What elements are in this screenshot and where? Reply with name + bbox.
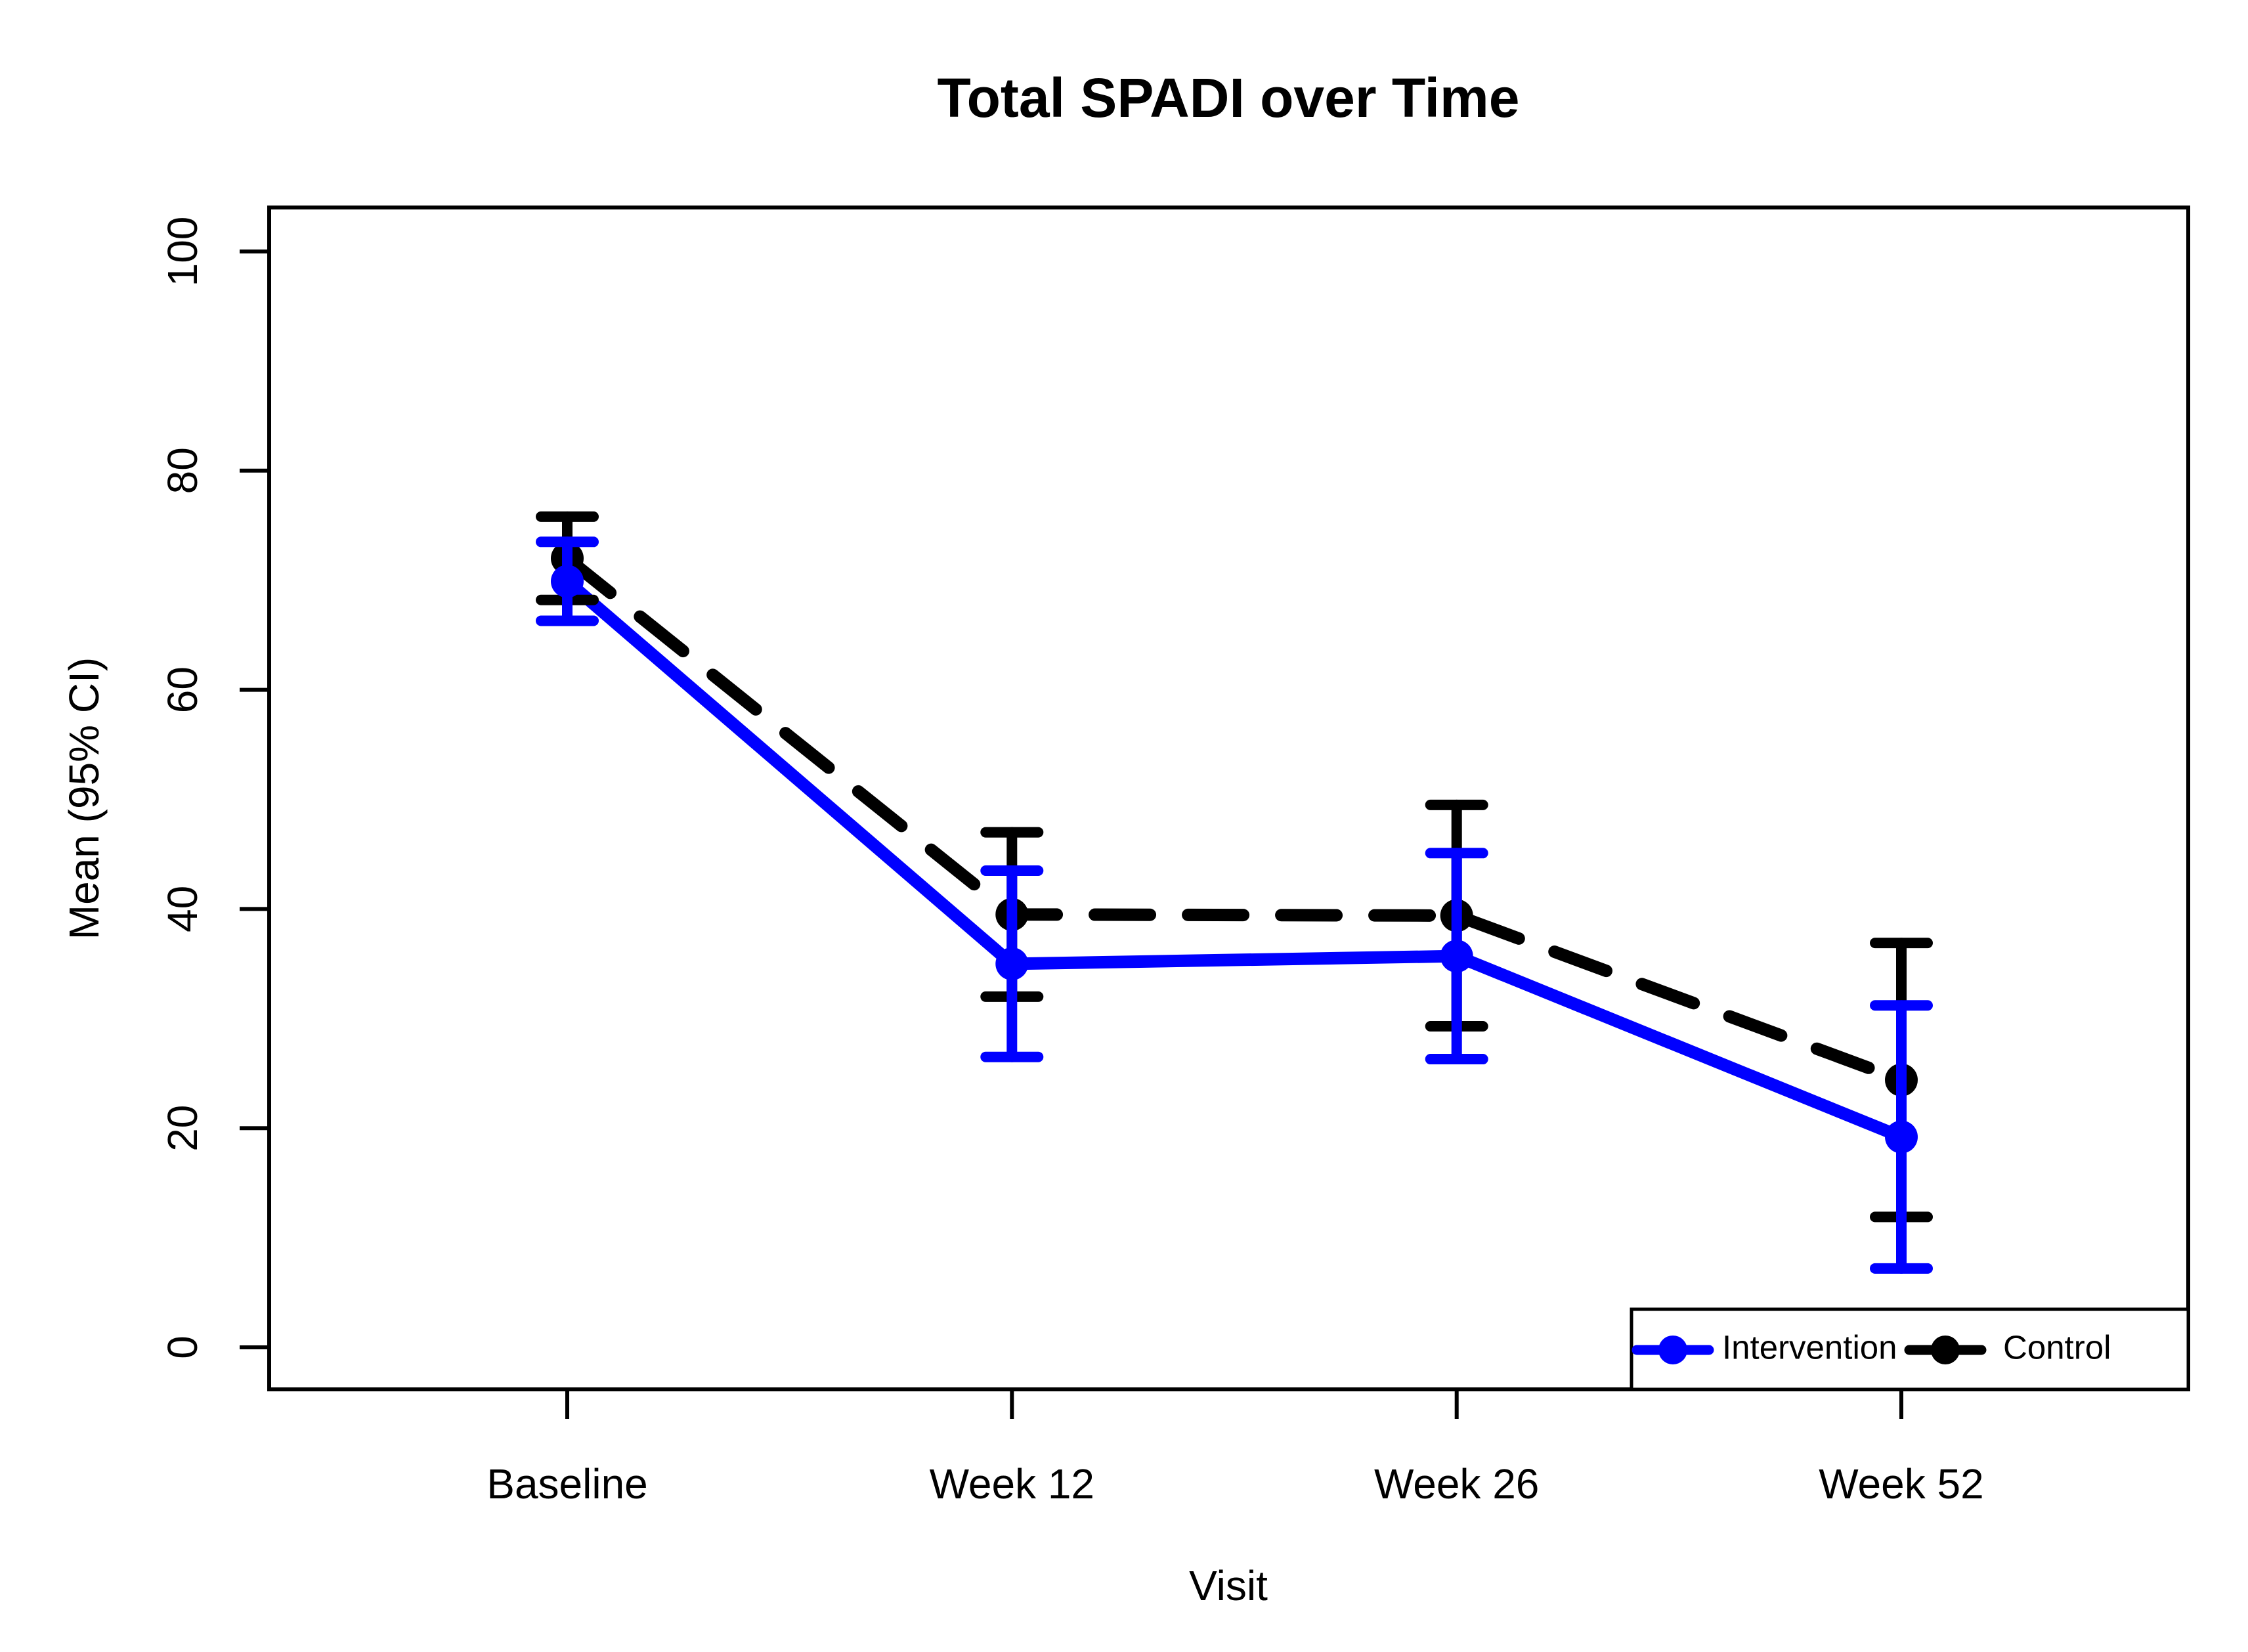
y-axis-tick-label: 60 — [159, 666, 206, 713]
series-intervention-line — [561, 575, 1908, 1144]
legend-label-control: Control — [2003, 1329, 2111, 1366]
x-axis-tick-label: Week 12 — [930, 1460, 1094, 1508]
legend-control-marker — [1931, 1336, 1960, 1364]
y-axis-title: Mean (95% CI) — [60, 657, 108, 940]
intervention-data-point — [1440, 940, 1473, 973]
intervention-data-point — [551, 565, 584, 598]
intervention-data-point — [995, 947, 1029, 980]
y-axis-tick-label: 20 — [159, 1105, 206, 1152]
plot-box — [267, 206, 2190, 1391]
x-axis-tick-label: Week 52 — [1819, 1460, 1983, 1508]
y-axis-tick-label: 100 — [159, 217, 206, 287]
series-control-line — [561, 552, 1908, 1087]
intervention-data-point — [1885, 1120, 1918, 1154]
legend-label-intervention: Intervention — [1722, 1329, 1897, 1366]
y-axis-tick-label: 0 — [159, 1336, 206, 1359]
chart-title: Total SPADI over Time — [938, 67, 1520, 129]
x-axis-tick-label: Baseline — [486, 1460, 648, 1508]
y-axis-tick-label: 40 — [159, 886, 206, 932]
x-axis-tick-label: Week 26 — [1374, 1460, 1539, 1508]
legend-intervention-marker — [1658, 1336, 1687, 1364]
y-axis-tick-label: 80 — [159, 447, 206, 494]
x-axis-title: Visit — [1189, 1562, 1268, 1609]
